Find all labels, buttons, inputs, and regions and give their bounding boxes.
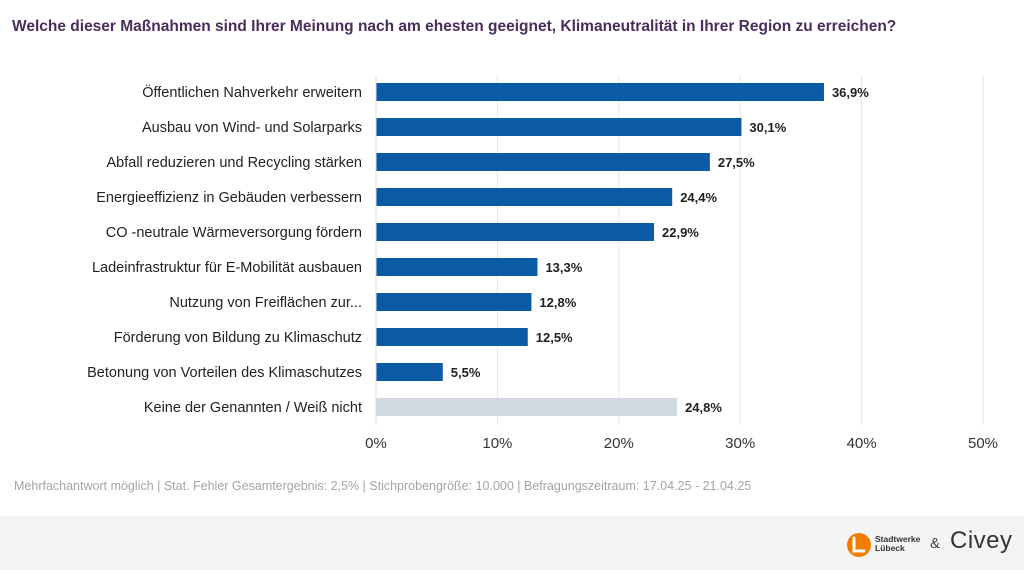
bar [376,188,673,206]
data-label: 24,4% [680,190,717,205]
bar [376,398,678,416]
bar [376,363,443,381]
category-label: CO -neutrale Wärmeversorgung fördern [106,225,362,241]
category-label: Betonung von Vorteilen des Klimaschutzes [87,365,362,381]
footnote: Mehrfachantwort möglich | Stat. Fehler G… [14,479,752,493]
bar [376,118,742,136]
x-tick-label: 40% [847,435,877,452]
chart-title: Welche dieser Maßnahmen sind Ihrer Meinu… [12,18,897,35]
bar [376,83,824,101]
stadtwerke-line2: Lübeck [875,543,905,553]
bar [376,258,538,276]
category-label: Ladeinfrastruktur für E-Mobilität ausbau… [92,260,362,276]
ampersand: & [930,535,941,552]
civey-logo: Civey [950,527,1013,554]
x-tick-label: 20% [604,435,634,452]
bar [376,153,710,171]
bar [376,293,532,311]
data-label: 13,3% [545,260,582,275]
bar-chart: 0% 10% 20% 30% 40% 50% Öffentlichen Nahverkehr… [87,75,998,452]
x-tick-label: 10% [482,435,512,452]
data-label: 24,8% [685,400,722,415]
data-label: 30,1% [749,120,786,135]
bar [376,328,528,346]
stadtwerke-logo-icon [847,533,871,557]
category-label: Nutzung von Freiflächen zur... [169,295,362,311]
data-label: 12,5% [536,330,573,345]
x-tick-label: 0% [365,435,387,452]
category-label: Öffentlichen Nahverkehr erweitern [142,83,362,101]
stadtwerke-logo-text: Stadtwerke Lübeck [875,535,920,553]
data-label: 12,8% [539,295,576,310]
data-label: 22,9% [662,225,699,240]
data-label: 36,9% [832,85,869,100]
data-label: 5,5% [451,365,481,380]
category-label: Abfall reduzieren und Recycling stärken [107,155,363,171]
data-label: 27,5% [718,155,755,170]
bar [376,223,655,241]
category-label: Förderung von Bildung zu Klimaschutz [114,330,362,346]
x-tick-label: 30% [725,435,755,452]
x-tick-label: 50% [968,435,998,452]
category-label: Ausbau von Wind- und Solarparks [142,120,362,136]
stadtwerke-line1: Stadtwerke [875,534,921,544]
category-label: Energieeffizienz in Gebäuden verbessern [96,190,362,206]
category-label: Keine der Genannten / Weiß nicht [144,400,362,416]
